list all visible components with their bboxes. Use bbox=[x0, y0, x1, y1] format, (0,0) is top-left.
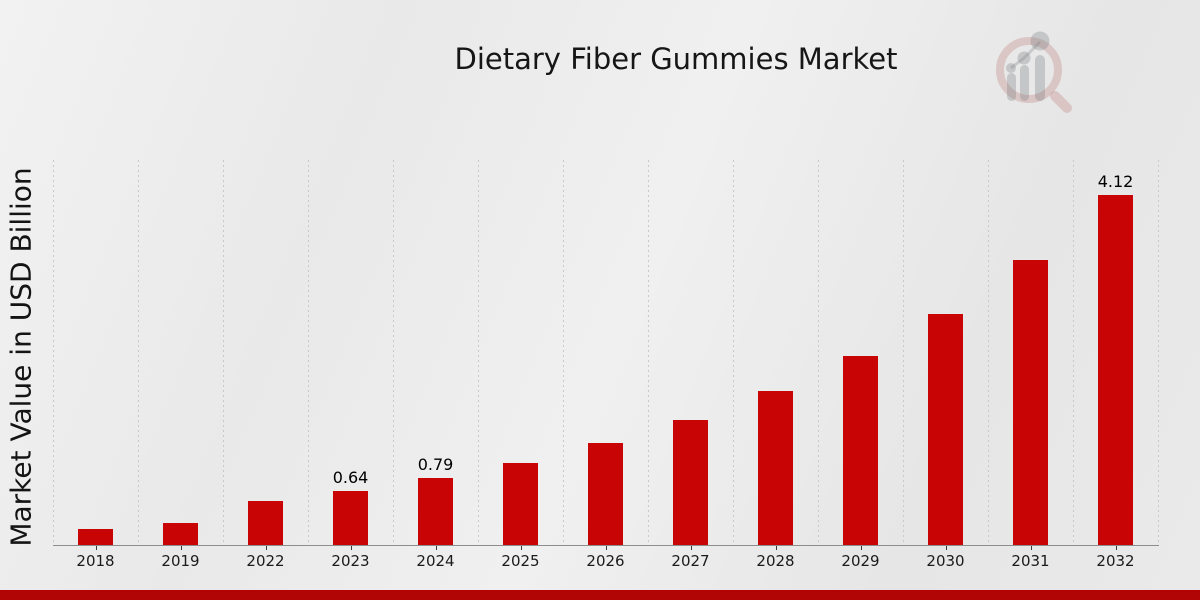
bar-value-label-2023: 0.64 bbox=[332, 467, 369, 487]
x-tick bbox=[860, 546, 862, 550]
logo-bar-3-icon bbox=[1035, 55, 1045, 101]
bar-2030 bbox=[928, 313, 963, 545]
gridline bbox=[1073, 160, 1074, 545]
gridline bbox=[1158, 160, 1159, 545]
logo-dot-2-icon bbox=[1017, 51, 1031, 65]
x-tick bbox=[180, 546, 182, 550]
gridline bbox=[478, 160, 479, 545]
magnifier-handle-icon bbox=[1050, 91, 1072, 113]
trend-line-icon bbox=[1010, 40, 1042, 70]
bar-2022 bbox=[248, 500, 283, 545]
bar-2024 bbox=[418, 477, 453, 545]
gridline bbox=[138, 160, 139, 545]
bar-2028 bbox=[758, 391, 793, 545]
bar-value-label-2032: 4.12 bbox=[1097, 171, 1134, 191]
logo-dot-1-icon bbox=[1006, 63, 1016, 73]
x-tick-label-2026: 2026 bbox=[586, 552, 625, 570]
gridline bbox=[733, 160, 734, 545]
gridline bbox=[308, 160, 309, 545]
bar-value-label-2024: 0.79 bbox=[417, 454, 454, 474]
x-tick-label-2030: 2030 bbox=[926, 552, 965, 570]
x-tick-label-2025: 2025 bbox=[501, 552, 540, 570]
gridline bbox=[393, 160, 394, 545]
x-tick-label-2028: 2028 bbox=[756, 552, 795, 570]
bar-2027 bbox=[673, 420, 708, 545]
x-tick bbox=[690, 546, 692, 550]
x-tick bbox=[435, 546, 437, 550]
bar-2023 bbox=[333, 490, 368, 545]
bottom-brand-band bbox=[0, 590, 1200, 600]
x-tick-label-2018: 2018 bbox=[76, 552, 115, 570]
market-research-future-logo bbox=[996, 31, 1072, 113]
bar-2025 bbox=[503, 462, 538, 545]
gridline bbox=[988, 160, 989, 545]
x-tick bbox=[265, 546, 267, 550]
x-tick bbox=[775, 546, 777, 550]
x-tick bbox=[520, 546, 522, 550]
gridline bbox=[818, 160, 819, 545]
x-tick bbox=[945, 546, 947, 550]
bar-2019 bbox=[163, 522, 198, 545]
x-tick-label-2029: 2029 bbox=[841, 552, 880, 570]
logo-dot-3-icon bbox=[1030, 31, 1050, 51]
gridline bbox=[648, 160, 649, 545]
bar-2026 bbox=[588, 443, 623, 545]
x-tick bbox=[605, 546, 607, 550]
x-tick-label-2022: 2022 bbox=[246, 552, 285, 570]
x-tick-label-2032: 2032 bbox=[1096, 552, 1135, 570]
x-tick bbox=[95, 546, 97, 550]
x-tick bbox=[1030, 546, 1032, 550]
plot-area: 0.64 0.79 4.12 bbox=[53, 160, 1159, 545]
x-tick-label-2027: 2027 bbox=[671, 552, 710, 570]
gridline bbox=[563, 160, 564, 545]
x-tick bbox=[350, 546, 352, 550]
magnifier-ring-icon bbox=[996, 37, 1062, 103]
gridline bbox=[53, 160, 54, 545]
bar-2018 bbox=[78, 528, 113, 545]
chart-title: Dietary Fiber Gummies Market bbox=[454, 42, 898, 76]
logo-bar-1-icon bbox=[1007, 73, 1016, 101]
logo-bar-2-icon bbox=[1020, 65, 1029, 101]
gridline bbox=[903, 160, 904, 545]
x-axis-line bbox=[53, 545, 1159, 546]
x-tick-label-2019: 2019 bbox=[161, 552, 200, 570]
y-axis-label: Market Value in USD Billion bbox=[4, 167, 38, 547]
gridline bbox=[223, 160, 224, 545]
x-tick-label-2024: 2024 bbox=[416, 552, 455, 570]
x-tick bbox=[1115, 546, 1117, 550]
bar-2031 bbox=[1013, 260, 1048, 545]
bar-2029 bbox=[843, 356, 878, 545]
bar-2032 bbox=[1098, 194, 1133, 545]
x-tick-label-2031: 2031 bbox=[1011, 552, 1050, 570]
x-tick-label-2023: 2023 bbox=[331, 552, 370, 570]
